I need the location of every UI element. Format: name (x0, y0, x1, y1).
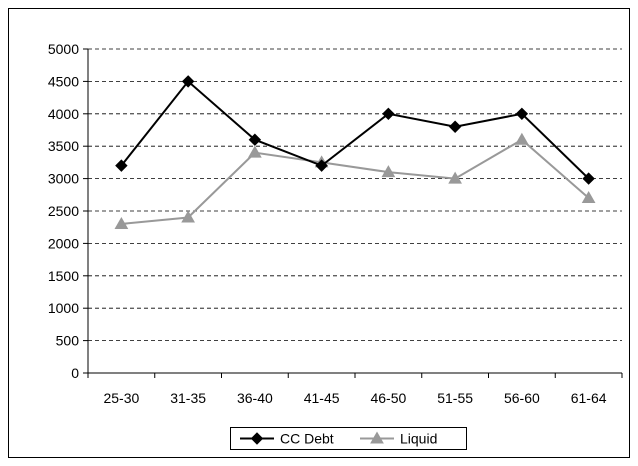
x-tick-label: 31-35 (170, 390, 206, 406)
x-tick-labels: 25-30 31-35 36-40 41-45 46-50 51-55 56-60 61-64 (103, 390, 606, 406)
data-point-liquid (381, 165, 396, 178)
x-tick-label: 25-30 (103, 390, 139, 406)
y-tick-label: 0 (71, 365, 79, 381)
data-point-cc-debt (382, 107, 395, 121)
data-point-cc-debt (315, 159, 328, 172)
x-tick-label: 61-64 (571, 390, 607, 406)
series-cc-debt (115, 75, 595, 185)
y-tick-labels: 0 500 1000 1500 2000 2500 3000 3500 4000 4500 5000 (48, 41, 79, 381)
chart-frame (8, 8, 630, 458)
data-point-cc-debt (448, 120, 462, 133)
x-tick-label: 56-60 (504, 390, 540, 406)
legend-label-cc-debt: CC Debt (280, 431, 334, 447)
y-tick-label: 3500 (48, 138, 79, 154)
y-tick-label: 500 (56, 333, 80, 349)
y-tick-label: 4000 (48, 106, 79, 122)
x-tick-label: 36-40 (237, 390, 273, 406)
series-line-cc-debt (120, 79, 590, 180)
x-tick-label: 51-55 (437, 390, 473, 406)
data-point-liquid (114, 216, 129, 229)
data-point-liquid (515, 132, 529, 145)
data-point-cc-debt (181, 75, 195, 88)
legend-label-liquid: Liquid (400, 431, 437, 447)
y-tick-label: 2000 (48, 235, 79, 251)
data-point-liquid (181, 210, 195, 223)
y-tick-label: 1500 (48, 268, 79, 284)
y-tick-label: 2500 (48, 203, 79, 219)
y-tick-label: 3000 (48, 171, 79, 187)
series-liquid (114, 132, 596, 229)
y-tick-label: 4500 (48, 73, 79, 89)
y-tick-label: 5000 (48, 41, 79, 57)
legend-marker-cc-debt (250, 432, 264, 445)
data-point-cc-debt (115, 159, 128, 172)
data-point-liquid (248, 145, 262, 158)
data-point-liquid (581, 191, 596, 204)
gridlines (88, 48, 622, 342)
data-point-cc-debt (515, 107, 529, 121)
legend: CC Debt Liquid (230, 427, 467, 450)
axes (83, 48, 623, 378)
y-tick-label: 1000 (48, 300, 79, 316)
series-line-liquid (121, 138, 590, 225)
legend-marker-liquid (370, 431, 384, 444)
series (114, 75, 596, 229)
data-point-cc-debt (582, 172, 595, 185)
legend-box (230, 427, 467, 450)
data-point-liquid (448, 171, 462, 184)
data-point-cc-debt (248, 133, 262, 146)
x-tick-label: 46-50 (370, 390, 406, 406)
x-tick-label: 41-45 (304, 390, 340, 406)
